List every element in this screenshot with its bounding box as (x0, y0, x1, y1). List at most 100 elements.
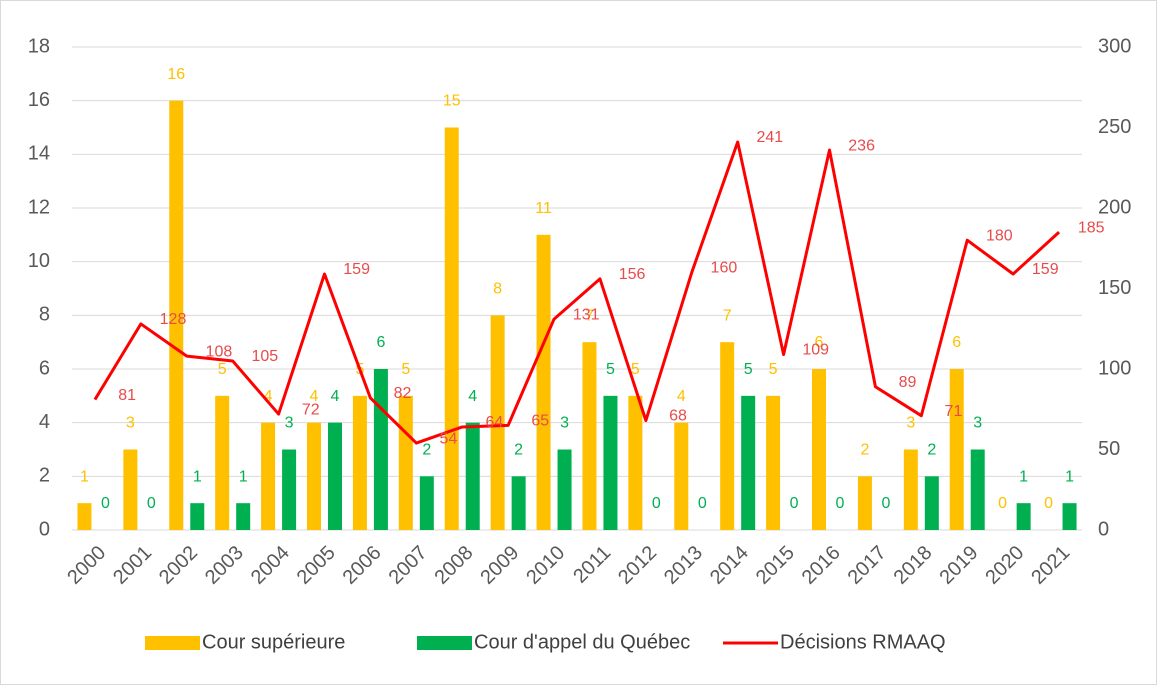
bar-value-label: 3 (973, 415, 982, 432)
line-value-label: 72 (302, 401, 320, 418)
y-tick-label: 8 (39, 304, 50, 326)
bar (77, 503, 92, 530)
bar-value-label: 11 (535, 200, 552, 217)
line-value-label: 159 (343, 261, 370, 278)
bar (674, 422, 689, 530)
bar-value-label: 3 (560, 415, 569, 432)
bar (236, 503, 251, 530)
bar-value-label: 3 (285, 415, 294, 432)
line (93, 140, 1061, 445)
bar-value-label: 1 (193, 468, 202, 485)
bar-value-label: 7 (723, 307, 732, 324)
line-value-label: 159 (1032, 261, 1059, 278)
bar (261, 422, 276, 530)
bar-value-label: 2 (860, 442, 869, 459)
bar-value-label: 0 (790, 495, 799, 512)
bar-value-label: 5 (218, 361, 227, 378)
bar-value-label: 5 (769, 361, 778, 378)
line-value-label: 89 (899, 374, 917, 391)
bar (924, 476, 939, 530)
y-tick-label: 16 (28, 89, 50, 111)
bar (1062, 503, 1077, 530)
line-value-label: 108 (206, 343, 233, 360)
line-value-label: 54 (440, 430, 458, 447)
line-value-label: 160 (711, 260, 738, 277)
line-value-label: 81 (118, 387, 136, 404)
legend-label: Cour d'appel du Québec (474, 631, 690, 653)
y-tick-label: 14 (28, 143, 50, 165)
y2-tick-label: 200 (1098, 196, 1131, 218)
bar-value-label: 5 (744, 361, 753, 378)
bar-value-label: 6 (952, 334, 961, 351)
bar (536, 234, 551, 531)
bar (1016, 503, 1031, 530)
bar-value-label: 6 (815, 334, 824, 351)
bar-value-label: 8 (493, 281, 502, 298)
line-value-label: 128 (160, 311, 187, 328)
legend-label: Cour supérieure (202, 631, 345, 653)
y2-tick-label: 50 (1098, 438, 1120, 460)
bar-value-label: 0 (1044, 495, 1053, 512)
bar (970, 449, 985, 530)
bar-value-label: 1 (1019, 468, 1028, 485)
y2-tick-label: 300 (1098, 35, 1131, 57)
line-value-label: 180 (986, 227, 1013, 244)
bar (352, 395, 367, 530)
bar-value-label: 1 (80, 468, 89, 485)
line-value-label: 131 (573, 306, 600, 323)
bar (812, 369, 826, 530)
bar-value-label: 0 (101, 495, 110, 512)
bar-value-label: 2 (422, 442, 431, 459)
legend-swatch (145, 636, 200, 650)
bar-value-label: 0 (147, 495, 156, 512)
bar (307, 422, 321, 530)
bar-value-label: 1 (1065, 468, 1074, 485)
bar-value-label: 4 (264, 388, 273, 405)
bar (603, 395, 618, 530)
bar-value-label: 5 (631, 361, 640, 378)
line-value-label: 82 (394, 385, 412, 402)
bar-value-label: 5 (606, 361, 615, 378)
line-value-label: 156 (619, 266, 646, 283)
bar-value-label: 0 (652, 495, 661, 512)
line-value-label: 236 (848, 137, 875, 154)
bar (328, 422, 342, 530)
y-tick-label: 6 (39, 357, 50, 379)
bar (557, 449, 572, 530)
line-value-label: 71 (945, 403, 963, 420)
bar (857, 476, 872, 530)
bar-value-label: 16 (167, 66, 185, 83)
bar (190, 503, 205, 530)
bar-value-label: 2 (514, 442, 523, 459)
legend-label: Décisions RMAAQ (780, 631, 946, 653)
bar (628, 395, 643, 530)
line-value-label: 65 (531, 413, 549, 430)
y-tick-label: 18 (28, 35, 50, 57)
y-tick-label: 4 (39, 411, 50, 433)
bar-value-label: 0 (881, 495, 890, 512)
legend-swatch (417, 636, 472, 650)
line-value-label: 105 (251, 348, 278, 365)
bar-value-label: 0 (698, 495, 707, 512)
line-value-label: 64 (485, 414, 503, 431)
bar-value-label: 3 (126, 415, 135, 432)
y2-tick-label: 0 (1098, 518, 1109, 540)
bar-value-label: 6 (376, 334, 385, 351)
bar (582, 342, 597, 530)
bar-value-label: 4 (310, 388, 319, 405)
bar-value-label: 4 (468, 388, 477, 405)
line-value-label: 185 (1078, 219, 1105, 236)
bar (169, 100, 184, 531)
y-tick-label: 0 (39, 518, 50, 540)
y2-tick-label: 250 (1098, 116, 1131, 138)
bar-value-label: 4 (331, 388, 340, 405)
line-value-label: 68 (669, 408, 687, 425)
bar (741, 395, 756, 530)
line-value-label: 241 (756, 129, 783, 146)
y-tick-label: 12 (28, 196, 50, 218)
y-tick-label: 2 (39, 465, 50, 487)
bar (766, 395, 781, 530)
bar (490, 315, 505, 530)
